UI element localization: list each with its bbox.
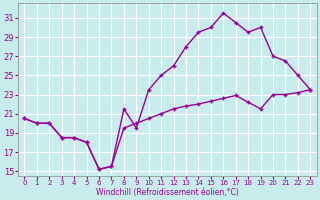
X-axis label: Windchill (Refroidissement éolien,°C): Windchill (Refroidissement éolien,°C) bbox=[96, 188, 239, 197]
